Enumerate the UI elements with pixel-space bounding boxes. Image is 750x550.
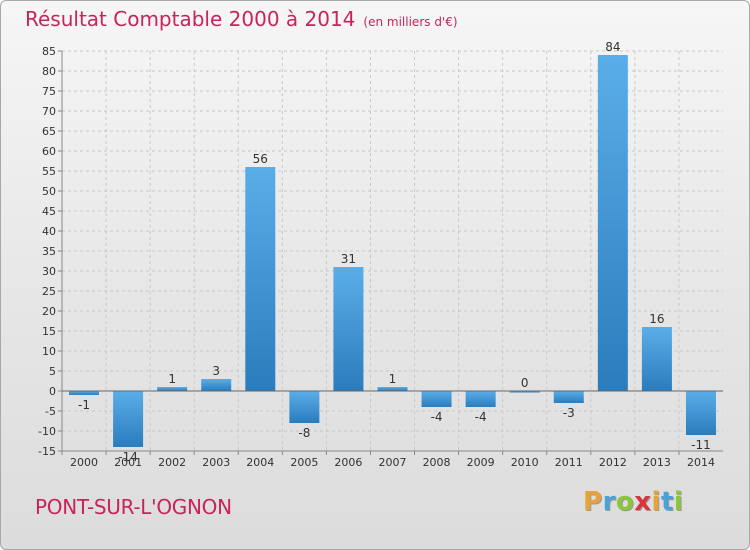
y-tick-label: 25	[42, 285, 56, 298]
data-labels: -1 -14 1 3 56 -8 31 1 -4 -4 0 -3 84 16 -11	[78, 40, 711, 464]
bar-2006	[333, 267, 364, 391]
bar-2003	[201, 379, 232, 391]
bar-2010	[509, 391, 540, 393]
data-label-2004: 56	[253, 152, 268, 166]
data-label-2001: -14	[118, 450, 138, 464]
data-label-2012: 84	[605, 40, 620, 54]
x-tick-label: 2014	[687, 456, 715, 469]
chart-subtitle: (en milliers d'€)	[363, 15, 458, 29]
bar-2002	[157, 387, 188, 391]
y-tick-label: 35	[42, 245, 56, 258]
bar-2001	[113, 391, 144, 447]
logo-letter: x	[634, 487, 652, 517]
bar-2012	[597, 55, 628, 391]
y-tick-label: 0	[49, 385, 56, 398]
data-label-2009: -4	[475, 410, 487, 424]
data-label-2013: 16	[649, 312, 664, 326]
x-tick-label: 2003	[202, 456, 230, 469]
x-tick-label: 2011	[555, 456, 583, 469]
y-axis-tick-labels: -15 -10 -5 0 5 10 15 20 25 30 35 40 45 50 55 60 65 70 75 80…	[38, 45, 56, 458]
y-tick-label: 30	[42, 265, 56, 278]
y-tick-label: 80	[42, 65, 56, 78]
y-tick-label: 40	[42, 225, 56, 238]
bar-2007	[377, 387, 408, 391]
y-tick-label: -10	[38, 425, 56, 438]
chart-title: Résultat Comptable 2000 à 2014 (en millie…	[25, 7, 458, 31]
x-tick-label: 2004	[246, 456, 274, 469]
chart-title-text: Résultat Comptable 2000 à 2014	[25, 7, 356, 31]
y-tick-label: -5	[45, 405, 56, 418]
bar-2011	[553, 391, 584, 403]
bar-2013	[641, 327, 672, 391]
x-tick-label: 2005	[290, 456, 318, 469]
x-axis-tick-labels: 2000 2001 2002 2003 2004 2005 2006 2007 2008 2009…	[61, 451, 715, 469]
bars	[69, 55, 716, 447]
proxiti-logo: Proxiti	[583, 487, 683, 517]
bar-2005	[289, 391, 320, 423]
y-tick-label: 20	[42, 305, 56, 318]
y-tick-label: 45	[42, 205, 56, 218]
x-tick-label: 2002	[158, 456, 186, 469]
logo-letter: t	[660, 487, 674, 517]
data-label-2003: 3	[212, 364, 220, 378]
y-tick-label: 65	[42, 125, 56, 138]
x-tick-label: 2001	[114, 456, 142, 469]
data-label-2014: -11	[691, 438, 711, 452]
data-label-2005: -8	[298, 426, 310, 440]
y-tick-label: 60	[42, 145, 56, 158]
x-tick-label: 2008	[423, 456, 451, 469]
x-tick-label: 2009	[467, 456, 495, 469]
x-tick-label: 2006	[334, 456, 362, 469]
logo-letter: P	[583, 487, 603, 517]
data-label-2007: 1	[389, 372, 397, 386]
data-label-2002: 1	[168, 372, 176, 386]
bar-2009	[465, 391, 496, 407]
y-tick-label: 10	[42, 345, 56, 358]
logo-letter: o	[615, 487, 635, 517]
y-tick-label: -15	[38, 445, 56, 458]
y-tick-label: 85	[42, 45, 56, 58]
bar-2014	[685, 391, 716, 435]
x-tick-label: 2013	[643, 456, 671, 469]
x-tick-label: 2000	[70, 456, 98, 469]
y-tick-label: 5	[49, 365, 56, 378]
data-label-2000: -1	[78, 398, 90, 412]
x-tick-label: 2012	[599, 456, 627, 469]
data-label-2010: 0	[521, 376, 529, 390]
y-tick-label: 15	[42, 325, 56, 338]
data-label-2011: -3	[563, 406, 575, 420]
logo-letter: r	[602, 487, 616, 517]
logo-letter: i	[651, 487, 661, 517]
y-tick-label: 75	[42, 85, 56, 98]
logo-letter: i	[673, 487, 684, 517]
data-label-2008: -4	[431, 410, 443, 424]
x-tick-label: 2010	[511, 456, 539, 469]
bar-2004	[245, 167, 276, 391]
y-tick-label: 55	[42, 165, 56, 178]
y-tick-label: 70	[42, 105, 56, 118]
data-label-2006: 31	[341, 252, 356, 266]
axes	[61, 51, 723, 452]
bar-2008	[421, 391, 452, 407]
place-name: PONT-SUR-L'OGNON	[35, 495, 232, 519]
y-tick-label: 50	[42, 185, 56, 198]
bar-2000	[69, 391, 100, 395]
x-tick-label: 2007	[379, 456, 407, 469]
